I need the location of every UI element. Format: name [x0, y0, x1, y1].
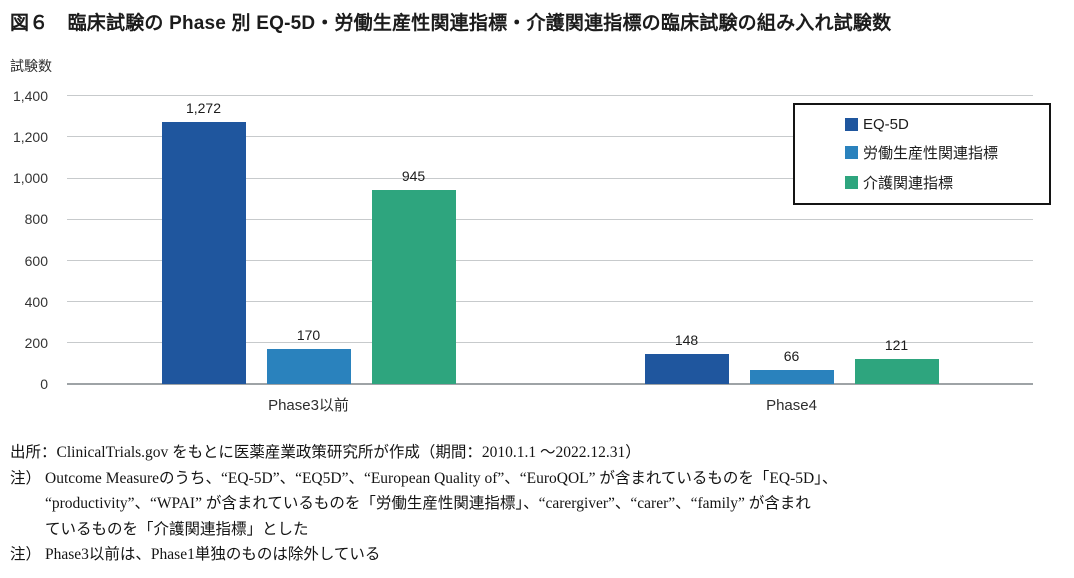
- footnotes: 出所：ClinicalTrials.gov をもとに医薬産業政策研究所が作成（期…: [10, 440, 1070, 568]
- gridline: [67, 218, 1033, 220]
- bar-value-labor-productivity-indicator-phase4: 66: [783, 348, 800, 365]
- gridline: [67, 95, 1033, 97]
- x-axis-baseline: [67, 383, 1033, 385]
- bar-value-eq-5d-phase3-and-earlier: 1,272: [185, 100, 222, 117]
- legend-label-care-related-indicator: 介護関連指標: [863, 174, 954, 192]
- legend-swatch-icon-care-related-indicator: [845, 175, 858, 189]
- note-1-line-1: Outcome Measureのうち、“EQ-5D”、“EQ5D”、“Europ…: [45, 469, 838, 487]
- note-1-line-3: ているものを「介護関連指標」とした: [45, 520, 309, 538]
- y-tick-label: 1,200: [12, 129, 48, 146]
- bar-labor-productivity-indicator-phase3-and-earlier: [266, 349, 351, 384]
- y-tick-label: 600: [24, 252, 48, 269]
- bar-care-related-indicator-phase3-and-earlier: [371, 189, 456, 384]
- y-tick-label: 800: [24, 211, 48, 228]
- note-2-label: 注）: [10, 546, 42, 563]
- note-2: 注） Phase3以前は、Phase1単独のものは除外している: [10, 542, 1070, 568]
- figure-title: 図６ 臨床試験の Phase 別 EQ-5D・労働生産性関連指標・介護関連指標の…: [10, 13, 892, 34]
- y-axis-title: 試験数: [10, 58, 52, 74]
- bar-value-care-related-indicator-phase4: 121: [884, 337, 909, 354]
- bar-eq-5d-phase4: [644, 353, 729, 384]
- bar-value-care-related-indicator-phase3-and-earlier: 945: [401, 167, 426, 184]
- note-1-line-2: “productivity”、“WPAI” が含まれているものを「労働生産性関連…: [45, 495, 811, 512]
- gridline: [67, 177, 1033, 179]
- y-tick-label: 400: [24, 293, 48, 310]
- note-1-label: 注）: [10, 469, 42, 487]
- y-tick-label: 0: [40, 376, 48, 392]
- legend-swatch-icon-labor-productivity-indicator: [845, 145, 858, 159]
- legend-swatch-icon-eq-5d: [845, 117, 858, 131]
- legend-item-care-related-indicator: 介護関連指標: [845, 172, 1041, 193]
- x-category-label-phase4: Phase4: [766, 397, 817, 414]
- bar-value-eq-5d-phase4: 148: [674, 331, 699, 348]
- note-1-body: Outcome Measureのうち、“EQ-5D”、“EQ5D”、“Europ…: [45, 466, 1070, 543]
- legend-item-labor-productivity-indicator: 労働生産性関連指標: [845, 142, 1041, 163]
- bar-care-related-indicator-phase4: [854, 359, 939, 384]
- gridline: [67, 259, 1033, 261]
- legend-label-labor-productivity-indicator: 労働生産性関連指標: [863, 144, 999, 162]
- gridline: [67, 342, 1033, 344]
- bar-labor-productivity-indicator-phase4: [749, 370, 834, 384]
- source-note-text: 出所：ClinicalTrials.gov をもとに医薬産業政策研究所が作成（期…: [10, 444, 641, 461]
- note-2-text: Phase3以前は、Phase1単独のものは除外している: [45, 546, 381, 563]
- x-category-label-phase3-and-earlier: Phase3以前: [268, 397, 349, 414]
- bar-value-labor-productivity-indicator-phase3-and-earlier: 170: [296, 327, 321, 344]
- y-tick-label: 1,400: [12, 88, 48, 104]
- bar-eq-5d-phase3-and-earlier: [161, 122, 246, 384]
- note-1: 注） Outcome Measureのうち、“EQ-5D”、“EQ5D”、“Eu…: [10, 466, 1070, 543]
- y-tick-label: 1,000: [12, 170, 48, 187]
- gridline: [67, 136, 1033, 138]
- legend-label-eq-5d: EQ-5D: [863, 115, 909, 133]
- y-tick-label: 200: [24, 334, 48, 351]
- legend: EQ-5D 労働生産性関連指標 介護関連指標: [793, 103, 1051, 205]
- legend-item-eq-5d: EQ-5D: [845, 116, 1041, 133]
- gridline: [67, 301, 1033, 302]
- source-note: 出所：ClinicalTrials.gov をもとに医薬産業政策研究所が作成（期…: [10, 440, 1070, 466]
- bar-chart-plot-area: 0 200 400 600 800 1,000 1,200 1,400 1,272 148 170 6…: [13, 88, 1051, 414]
